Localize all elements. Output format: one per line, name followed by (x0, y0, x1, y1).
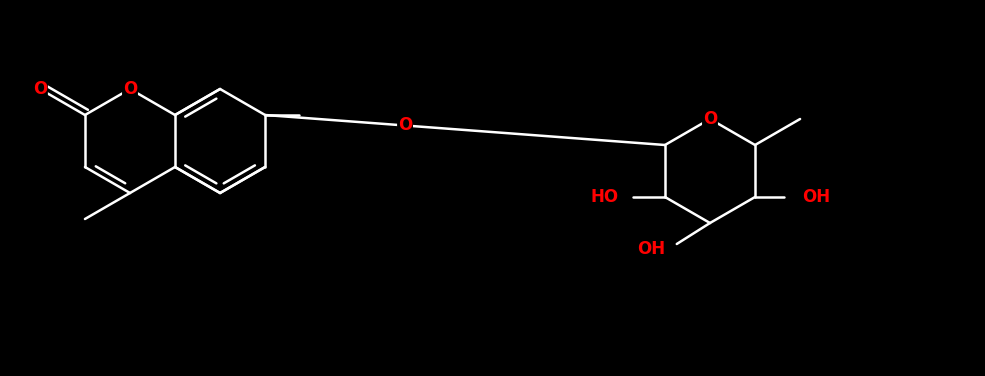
Text: OH: OH (802, 188, 830, 206)
Text: HO: HO (590, 188, 619, 206)
Text: O: O (123, 80, 137, 98)
Text: OH: OH (636, 240, 665, 258)
Text: O: O (33, 80, 47, 98)
Text: O: O (703, 110, 717, 128)
Text: O: O (398, 117, 412, 135)
